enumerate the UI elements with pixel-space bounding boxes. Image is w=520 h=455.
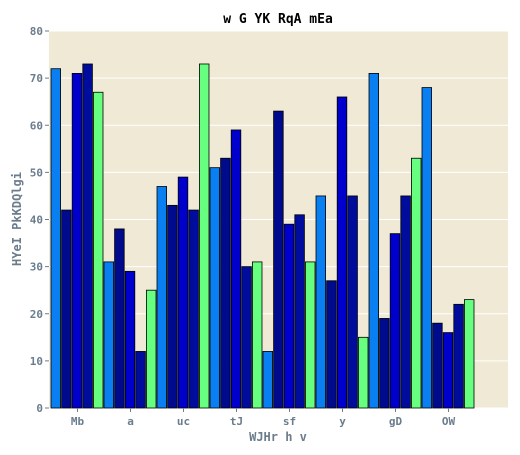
bar-sf-s3 bbox=[283, 223, 295, 409]
y-tick-label: 40 bbox=[30, 214, 43, 227]
y-tick-label: 30 bbox=[30, 261, 43, 274]
chart-title: w G YK RqA mEa bbox=[223, 12, 333, 27]
bar-uc-s2 bbox=[167, 204, 178, 409]
bar-tJ-s1 bbox=[209, 167, 221, 409]
y-axis-label: HYeI PkKDQlgi bbox=[10, 172, 24, 266]
bar-Mb-s3 bbox=[71, 73, 83, 409]
bar-y-s1 bbox=[315, 195, 327, 409]
x-axis-ticks: Mb a uc tJ sf y gD OW bbox=[71, 408, 456, 428]
bar-gD-s3 bbox=[389, 233, 401, 409]
bar-tJ-s4 bbox=[241, 266, 252, 409]
x-axis-label: WJHr h v bbox=[249, 430, 307, 444]
bar-OW-s5 bbox=[463, 299, 475, 409]
bar-Mb-s2 bbox=[61, 209, 72, 409]
y-tick-label: 50 bbox=[30, 166, 43, 179]
bar-sf-s2 bbox=[273, 110, 284, 409]
bar-a-s2 bbox=[114, 228, 125, 409]
bars bbox=[50, 63, 475, 409]
bar-tJ-s2 bbox=[220, 157, 231, 409]
y-tick-label: 80 bbox=[30, 25, 43, 38]
bar-OW-s2 bbox=[432, 322, 443, 409]
bar-gD-s5 bbox=[410, 157, 422, 409]
bar-y-s5 bbox=[357, 336, 369, 409]
bar-a-s3 bbox=[124, 270, 136, 409]
bar-gD-s2 bbox=[379, 318, 390, 409]
x-tick-label: gD bbox=[389, 415, 403, 428]
bar-OW-s3 bbox=[442, 332, 454, 409]
bar-tJ-s5 bbox=[251, 261, 263, 409]
y-tick-label: 0 bbox=[36, 402, 43, 415]
bar-y-s2 bbox=[326, 280, 337, 409]
bar-sf-s4 bbox=[294, 214, 305, 409]
bar-uc-s5 bbox=[198, 63, 210, 409]
bar-uc-s1 bbox=[156, 186, 168, 409]
y-axis-ticks: 0 10 20 30 40 50 60 70 80 bbox=[30, 25, 49, 415]
y-tick-label: 20 bbox=[30, 308, 43, 321]
bar-sf-s5 bbox=[304, 261, 316, 409]
bar-uc-s4 bbox=[188, 209, 199, 409]
bar-y-s3 bbox=[336, 96, 348, 409]
x-tick-label: OW bbox=[442, 415, 456, 428]
bar-a-s5 bbox=[145, 289, 157, 409]
bar-gD-s1 bbox=[368, 73, 380, 409]
x-tick-label: uc bbox=[177, 415, 190, 428]
bar-sf-s1 bbox=[262, 351, 274, 409]
y-tick-label: 70 bbox=[30, 72, 43, 85]
x-tick-label: Mb bbox=[71, 415, 85, 428]
bar-a-s4 bbox=[135, 351, 146, 409]
bar-Mb-s5 bbox=[93, 91, 104, 409]
bar-OW-s1 bbox=[421, 87, 433, 409]
bar-Mb-s4 bbox=[82, 63, 93, 409]
y-tick-label: 10 bbox=[30, 355, 43, 368]
bar-Mb-s1 bbox=[50, 68, 62, 409]
bar-a-s1 bbox=[103, 261, 115, 409]
bar-tJ-s3 bbox=[230, 129, 242, 409]
bar-y-s4 bbox=[347, 195, 358, 409]
bar-gD-s4 bbox=[400, 195, 411, 409]
bar-OW-s4 bbox=[453, 303, 464, 409]
y-tick-label: 60 bbox=[30, 119, 43, 132]
x-tick-label: sf bbox=[283, 415, 296, 428]
bar-uc-s3 bbox=[177, 176, 189, 409]
x-tick-label: y bbox=[339, 415, 346, 428]
x-tick-label: tJ bbox=[230, 415, 243, 428]
x-tick-label: a bbox=[127, 415, 134, 428]
